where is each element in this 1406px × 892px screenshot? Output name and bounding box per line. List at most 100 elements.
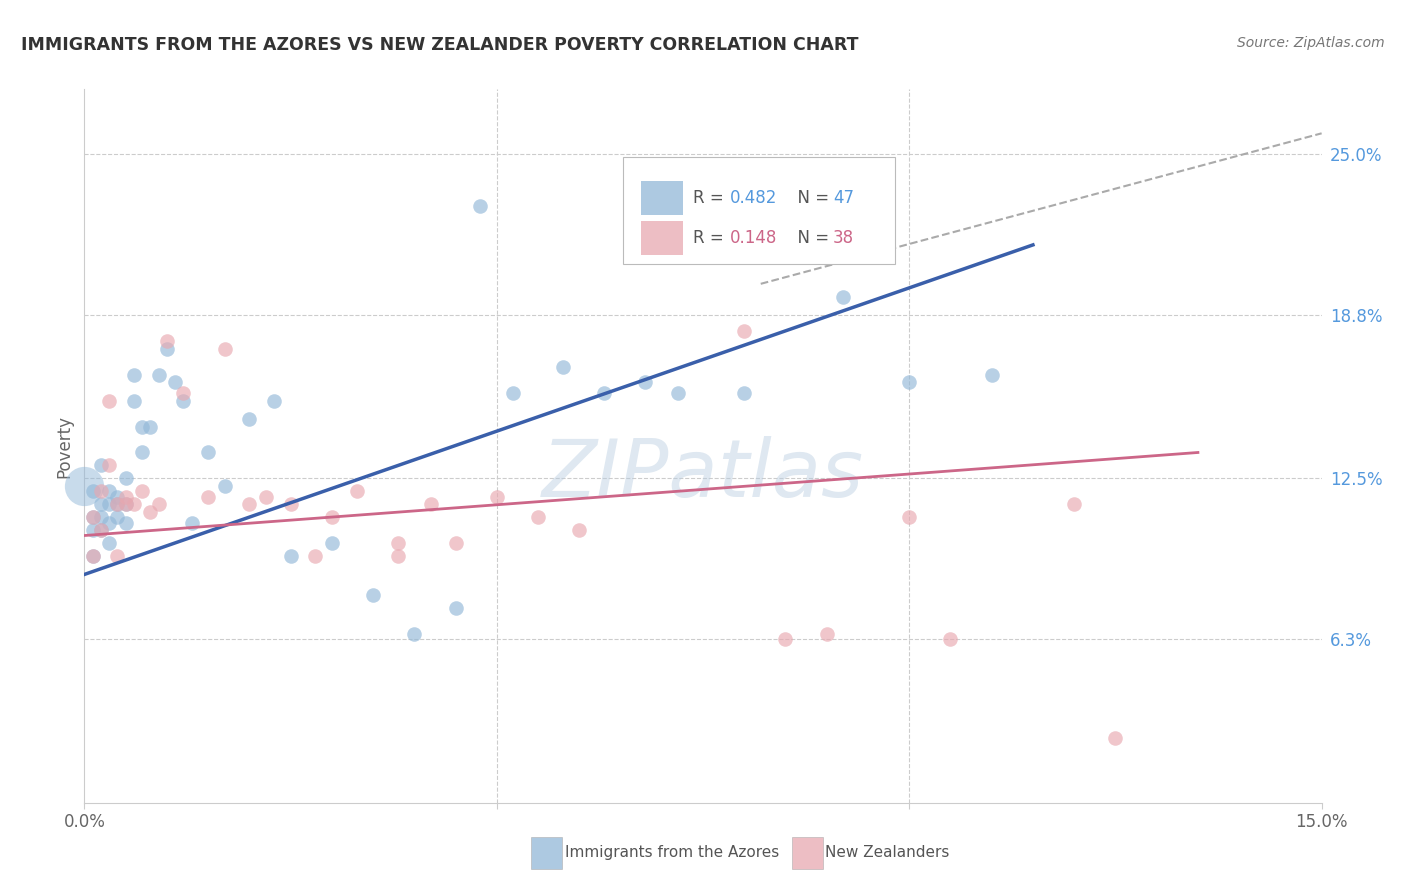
Point (122, 368, 145, 382)
Text: 0.148: 0.148 (730, 228, 778, 246)
Text: 47: 47 (832, 189, 853, 207)
Point (238, 497, 260, 511)
Text: 38: 38 (832, 228, 853, 246)
Point (666, 385, 689, 400)
Point (156, 334, 179, 348)
Point (346, 484, 368, 499)
Point (404, 627, 426, 641)
Point (90, 497, 112, 511)
Point (98, 458, 121, 473)
Point (815, 627, 838, 641)
FancyBboxPatch shape (641, 180, 683, 215)
Point (568, 524, 591, 538)
Text: ZIPatlas: ZIPatlas (541, 435, 865, 514)
Point (98, 393, 121, 408)
Point (105, 490, 128, 504)
Point (156, 342, 179, 356)
Point (387, 549, 409, 564)
Point (114, 490, 136, 504)
Point (82, 484, 104, 499)
Point (1104, 731, 1126, 745)
Point (775, 632, 797, 647)
Point (82, 549, 104, 564)
Point (321, 510, 343, 524)
Point (214, 342, 236, 356)
Point (73, 479, 96, 493)
Point (444, 536, 467, 550)
Point (98, 497, 121, 511)
Point (82, 549, 104, 564)
Point (114, 497, 136, 511)
Point (280, 497, 302, 511)
Text: N =: N = (787, 228, 835, 246)
Point (105, 510, 128, 524)
Point (419, 497, 441, 511)
Point (90, 524, 112, 538)
Point (238, 411, 260, 425)
Point (131, 445, 153, 459)
Point (593, 385, 616, 400)
Point (82, 524, 104, 538)
Point (304, 549, 326, 564)
Point (980, 368, 1002, 382)
Point (90, 484, 112, 499)
Point (165, 376, 187, 390)
FancyBboxPatch shape (623, 157, 894, 264)
Point (131, 419, 153, 434)
Text: R =: R = (693, 189, 730, 207)
Point (98, 536, 121, 550)
Point (527, 510, 550, 524)
Point (98, 484, 121, 499)
Point (444, 601, 467, 615)
Point (114, 471, 136, 485)
Point (105, 497, 128, 511)
Point (197, 490, 219, 504)
Point (387, 536, 409, 550)
Point (114, 516, 136, 530)
Point (254, 490, 277, 504)
Point (105, 549, 128, 564)
Point (90, 510, 112, 524)
Point (898, 510, 921, 524)
Point (122, 497, 145, 511)
Point (733, 385, 755, 400)
Point (1063, 497, 1085, 511)
Point (898, 376, 921, 390)
Point (131, 484, 153, 499)
FancyBboxPatch shape (641, 220, 683, 255)
Point (98, 516, 121, 530)
Point (172, 393, 194, 408)
Point (939, 632, 962, 647)
Point (82, 510, 104, 524)
Point (502, 385, 524, 400)
Point (180, 516, 202, 530)
Point (139, 419, 162, 434)
Point (733, 324, 755, 338)
Point (485, 490, 508, 504)
Point (214, 479, 236, 493)
Text: R =: R = (693, 228, 730, 246)
Point (90, 524, 112, 538)
Point (280, 549, 302, 564)
Text: Source: ZipAtlas.com: Source: ZipAtlas.com (1237, 36, 1385, 50)
Point (105, 497, 128, 511)
Text: 0.482: 0.482 (730, 189, 778, 207)
Text: New Zealanders: New Zealanders (825, 846, 949, 860)
Text: N =: N = (787, 189, 835, 207)
Point (321, 536, 343, 550)
Point (634, 376, 657, 390)
Point (263, 393, 285, 408)
Point (122, 393, 145, 408)
Point (82, 510, 104, 524)
Point (90, 458, 112, 473)
Point (172, 385, 194, 400)
Text: Immigrants from the Azores: Immigrants from the Azores (565, 846, 779, 860)
Point (361, 588, 384, 602)
Point (139, 505, 162, 519)
Point (114, 497, 136, 511)
Point (832, 290, 855, 304)
Y-axis label: Poverty: Poverty (55, 415, 73, 477)
Point (197, 445, 219, 459)
Point (148, 368, 170, 382)
Point (551, 359, 574, 374)
